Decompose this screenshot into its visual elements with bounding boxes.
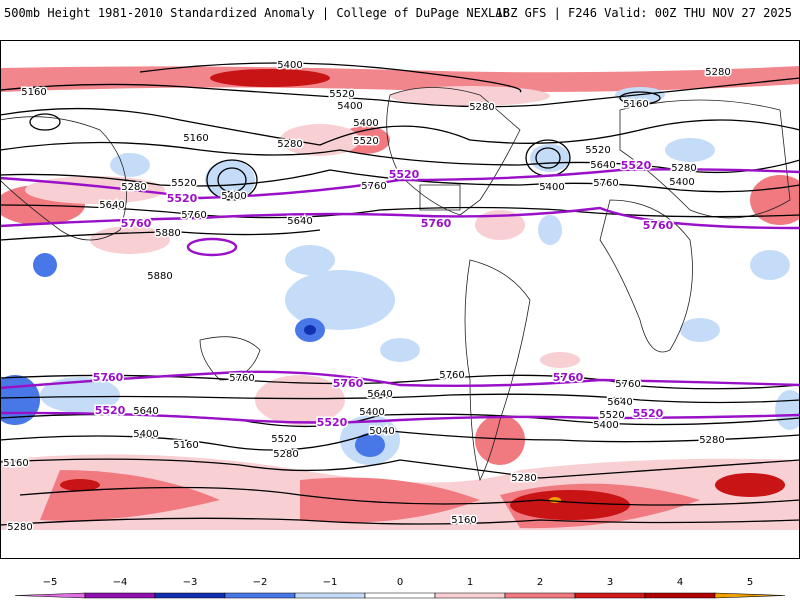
contour-label: 5040 xyxy=(369,426,394,437)
colorbar-tick-label: −1 xyxy=(323,577,338,588)
colorbar-swatch xyxy=(224,592,296,599)
highlight-contour-label: 5520 xyxy=(167,192,198,205)
contour-label: 5400 xyxy=(353,118,378,129)
contour-label: 5280 xyxy=(699,435,724,446)
contour-label: 5160 xyxy=(451,515,476,526)
contour-label: 5280 xyxy=(277,139,302,150)
colorbar-tick-label: −2 xyxy=(253,577,268,588)
contour-label: 5400 xyxy=(133,429,158,440)
contour-label: 5640 xyxy=(287,216,312,227)
contour-label: 5520 xyxy=(329,89,354,100)
colorbar-tick-labels: −5 −4 −3 −2 −1 0 1 2 3 4 5 xyxy=(43,577,754,588)
contour-label: 5160 xyxy=(3,458,28,469)
contour-label: 5640 xyxy=(607,397,632,408)
contour-label: 5520 xyxy=(599,410,624,421)
contour-label: 5280 xyxy=(469,102,494,113)
height-contours xyxy=(0,62,800,526)
highlight-contour-label: 5760 xyxy=(121,217,152,230)
contour-label: 5400 xyxy=(359,407,384,418)
contour-label: 5160 xyxy=(173,440,198,451)
coastlines xyxy=(0,87,791,482)
highlight-contour-label: 5520 xyxy=(621,159,652,172)
contour-label: 5760 xyxy=(615,379,640,390)
contour-label: 5160 xyxy=(183,133,208,144)
contour-label: 5520 xyxy=(171,178,196,189)
contour-label: 5400 xyxy=(669,177,694,188)
colorbar-tick-label: 3 xyxy=(607,577,613,588)
contour-label: 5640 xyxy=(367,389,392,400)
highlight-contour-label: 5520 xyxy=(95,404,126,417)
contour-label: 5400 xyxy=(593,420,618,431)
anomaly-colorbar: −5 −4 −3 −2 −1 0 1 2 3 4 5 xyxy=(14,577,786,599)
contour-label: 5400 xyxy=(221,191,246,202)
highlight-contour-label: 5760 xyxy=(333,377,364,390)
contour-label: 5520 xyxy=(585,145,610,156)
contour-label: 5160 xyxy=(623,99,648,110)
colorbar-tick-label: −4 xyxy=(113,577,128,588)
contour-label: 5760 xyxy=(361,181,386,192)
contour-label: 5520 xyxy=(353,136,378,147)
highlight-contour-label: 5760 xyxy=(421,217,452,230)
colorbar-tick-label: −3 xyxy=(183,577,198,588)
colorbar-tick-label: 2 xyxy=(537,577,543,588)
colorbar-swatches xyxy=(14,592,786,599)
contour-label: 5880 xyxy=(155,228,180,239)
colorbar-tick-label: 0 xyxy=(397,577,403,588)
contour-label: 5280 xyxy=(671,163,696,174)
highlight-contour-label: 5520 xyxy=(389,168,420,181)
positive-anomaly-shading xyxy=(0,66,800,530)
contour-label: 5400 xyxy=(337,101,362,112)
contour-label: 5640 xyxy=(590,160,615,171)
contour-label: 5280 xyxy=(705,67,730,78)
colorbar-swatch xyxy=(504,592,576,599)
contour-label: 5280 xyxy=(511,473,536,484)
contour-label: 5760 xyxy=(181,210,206,221)
contour-label: 5280 xyxy=(121,182,146,193)
highlight-contour-label: 5760 xyxy=(93,371,124,384)
colorbar-tick-label: 1 xyxy=(467,577,473,588)
highlight-contour-label: 5520 xyxy=(317,416,348,429)
contour-label: 5640 xyxy=(133,406,158,417)
colorbar-swatch xyxy=(574,592,646,599)
colorbar-swatch xyxy=(364,592,436,599)
chart-title: 500mb Height 1981-2010 Standardized Anom… xyxy=(4,6,510,20)
contour-label: 5640 xyxy=(99,200,124,211)
contour-label: 5760 xyxy=(593,178,618,189)
highlight-contour-label: 5760 xyxy=(553,371,584,384)
colorbar-swatch xyxy=(714,592,786,599)
highlight-contour-label: 5760 xyxy=(643,219,674,232)
contour-label: 5760 xyxy=(229,373,254,384)
highlighted-contours xyxy=(0,168,800,424)
contour-label: 5880 xyxy=(147,271,172,282)
colorbar-swatch xyxy=(644,592,716,599)
colorbar-swatch xyxy=(294,592,366,599)
contour-label: 5520 xyxy=(271,434,296,445)
colorbar-swatch xyxy=(434,592,506,599)
highlight-contour-label: 5520 xyxy=(633,407,664,420)
contour-label: 5280 xyxy=(273,449,298,460)
colorbar-swatch xyxy=(14,592,86,599)
colorbar-tick-label: 4 xyxy=(677,577,683,588)
colorbar-swatch xyxy=(154,592,226,599)
contour-label: 5280 xyxy=(7,522,32,533)
contour-label: 5760 xyxy=(439,370,464,381)
model-valid-time: 18Z GFS | F246 Valid: 00Z THU NOV 27 202… xyxy=(495,6,792,20)
contour-label: 5160 xyxy=(21,87,46,98)
contour-label: 5400 xyxy=(277,60,302,71)
colorbar-tick-label: 5 xyxy=(747,577,753,588)
contour-label: 5400 xyxy=(539,182,564,193)
colorbar-tick-label: −5 xyxy=(43,577,58,588)
colorbar-swatch xyxy=(84,592,156,599)
